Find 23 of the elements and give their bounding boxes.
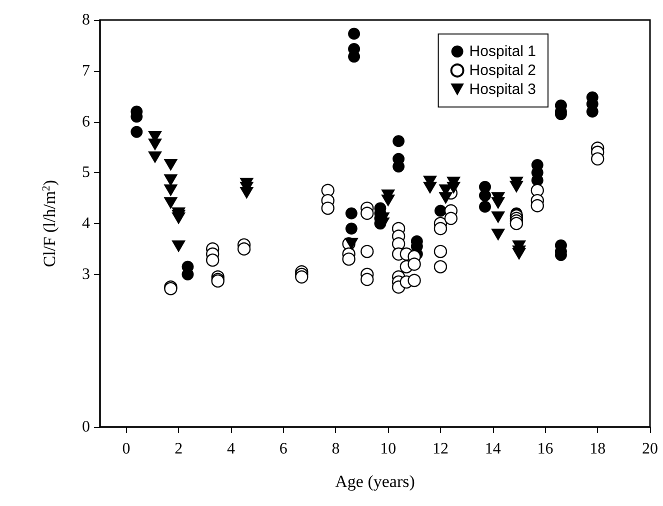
legend-label: Hospital 1	[469, 43, 536, 60]
x-tick-label: 4	[226, 440, 235, 458]
x-tick-label: 18	[590, 440, 606, 458]
legend-label: Hospital 2	[469, 62, 536, 79]
x-tick-label: 12	[432, 440, 448, 458]
y-tick-label: 7	[82, 62, 90, 80]
x-tick-label: 20	[642, 440, 658, 458]
x-axis-title: Age (years)	[335, 472, 415, 491]
x-tick-label: 10	[380, 440, 396, 458]
y-tick-label: 5	[82, 164, 90, 182]
y-axis-title: Cl/F (l/h/m2)	[40, 180, 59, 268]
y-tick-label: 4	[82, 215, 90, 232]
x-tick-label: 2	[174, 440, 183, 458]
y-tick-label: 3	[82, 266, 90, 283]
legend-label: Hospital 3	[469, 81, 536, 98]
x-tick-label: 8	[332, 440, 340, 458]
x-tick-label: 16	[537, 440, 554, 458]
y-tick-label: 0	[82, 418, 90, 436]
x-tick-label: 14	[484, 440, 501, 458]
y-tick-label: 6	[82, 113, 90, 130]
x-tick-label: 6	[279, 440, 288, 458]
y-tick-label: 8	[82, 12, 90, 28]
x-tick-label: 0	[122, 440, 130, 458]
